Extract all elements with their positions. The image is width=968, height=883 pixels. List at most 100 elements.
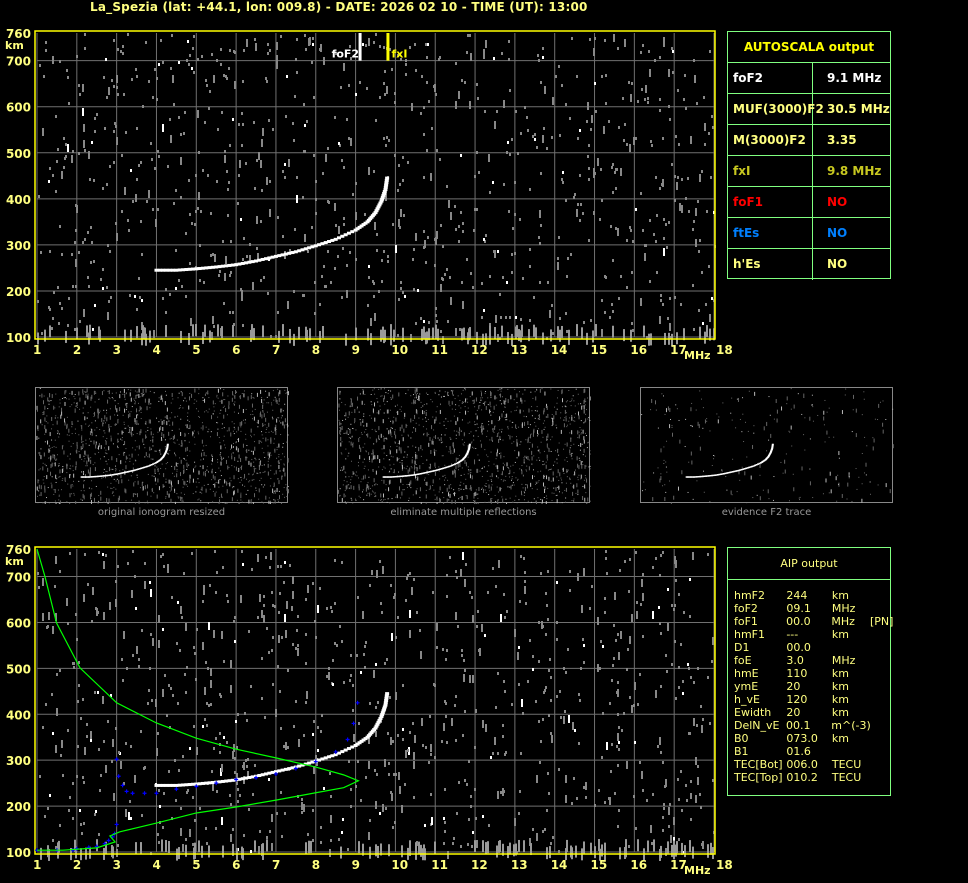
noise-echo	[683, 611, 685, 614]
thumbnail-noise	[407, 469, 409, 474]
noise-echo	[590, 842, 592, 855]
noise-echo	[45, 703, 47, 706]
thumbnail-noise	[538, 450, 540, 452]
thumbnail-noise	[580, 433, 582, 435]
noise-echo	[321, 714, 323, 717]
thumbnail-noise	[481, 487, 483, 489]
noise-echo	[376, 249, 378, 252]
thumbnail-noise	[226, 489, 228, 494]
noise-echo	[400, 58, 402, 61]
noise-echo	[511, 271, 513, 274]
thumbnail-noise	[481, 423, 483, 425]
plot-border	[34, 546, 716, 855]
noise-echo	[611, 166, 613, 169]
thumbnail-trace	[125, 471, 128, 473]
thumbnail-noise	[378, 466, 380, 468]
thumbnail-noise	[344, 501, 346, 503]
noise-echo	[667, 623, 669, 631]
thumbnail-noise	[281, 475, 283, 480]
noise-echo	[696, 102, 698, 105]
thumbnail-noise	[343, 465, 345, 470]
noise-echo	[234, 757, 236, 760]
noise-echo	[590, 128, 592, 131]
noise-echo	[569, 589, 571, 592]
thumbnail-noise	[365, 429, 367, 431]
thumbnail-noise	[455, 420, 457, 425]
thumbnail-noise	[117, 445, 119, 447]
thumbnail-noise	[565, 487, 567, 492]
thumbnail-noise	[109, 501, 111, 503]
noise-echo	[471, 845, 473, 848]
trace-echo	[283, 252, 288, 256]
noise-echo	[362, 611, 364, 619]
thumbnail-noise	[577, 476, 579, 478]
thumbnail-noise	[487, 404, 489, 406]
noise-echo	[261, 657, 263, 660]
thumbnail-noise	[475, 489, 477, 491]
thumbnail-noise	[377, 401, 379, 403]
noise-echo	[130, 745, 132, 748]
noise-echo	[162, 297, 164, 300]
noise-echo	[427, 43, 429, 46]
thumbnail-noise	[163, 473, 165, 478]
thumbnail-noise	[68, 398, 70, 400]
trace-echo	[254, 259, 259, 263]
x-tick-label: 4	[152, 858, 160, 872]
noise-echo	[669, 118, 671, 121]
thumbnail-noise	[455, 404, 457, 406]
trace-echo	[237, 777, 242, 781]
noise-echo	[477, 610, 479, 613]
thumbnail-trace	[132, 469, 135, 472]
noise-echo	[228, 67, 230, 70]
thumbnail-noise	[135, 394, 137, 399]
thumbnail-noise	[343, 493, 345, 498]
thumbnail-noise	[231, 421, 233, 423]
trace-echo	[382, 705, 387, 709]
noise-echo	[520, 132, 522, 135]
thumbnail-noise	[158, 449, 160, 451]
noise-echo	[87, 583, 89, 586]
noise-echo	[469, 675, 471, 683]
noise-echo	[213, 325, 215, 328]
noise-echo	[713, 328, 715, 341]
thumbnail-trace	[107, 474, 110, 477]
thumbnail-noise	[248, 481, 250, 483]
thumbnail-noise	[575, 492, 577, 494]
noise-echo	[498, 840, 500, 853]
thumbnail-noise	[362, 461, 364, 463]
thumbnail-noise	[98, 443, 100, 448]
thumbnail-noise	[177, 415, 179, 417]
thumbnail-noise	[177, 496, 179, 498]
thumbnail-noise	[250, 414, 252, 416]
thumbnail-noise	[66, 423, 68, 428]
noise-echo	[310, 840, 312, 853]
thumbnail-noise	[57, 433, 59, 435]
thumbnail-noise	[106, 497, 108, 502]
noise-echo	[504, 616, 506, 619]
thumbnail-noise	[526, 465, 528, 467]
thumbnail-noise	[350, 485, 352, 490]
noise-echo	[206, 702, 208, 705]
thumbnail-noise	[147, 473, 149, 475]
thumbnail-noise	[419, 487, 421, 492]
noise-echo	[379, 45, 381, 48]
trace-echo	[369, 731, 374, 735]
noise-echo	[651, 144, 653, 147]
noise-echo	[667, 317, 669, 320]
noise-echo	[450, 212, 452, 220]
thumbnail-noise	[197, 431, 199, 433]
thumbnail-noise	[452, 394, 454, 396]
trace-echo	[377, 203, 382, 207]
thumbnail-noise	[36, 495, 38, 497]
thumbnail-noise	[440, 437, 442, 442]
noise-echo	[403, 214, 405, 217]
thumbnail-noise	[434, 498, 436, 500]
noise-echo	[386, 136, 388, 139]
thumbnail-noise	[500, 488, 502, 490]
noise-echo	[256, 247, 258, 250]
aip-row: hmE 110 km	[734, 667, 890, 680]
noise-echo	[699, 326, 701, 339]
noise-echo	[73, 666, 75, 669]
thumbnail-noise	[237, 460, 239, 462]
fitted-trace-point	[293, 766, 298, 771]
